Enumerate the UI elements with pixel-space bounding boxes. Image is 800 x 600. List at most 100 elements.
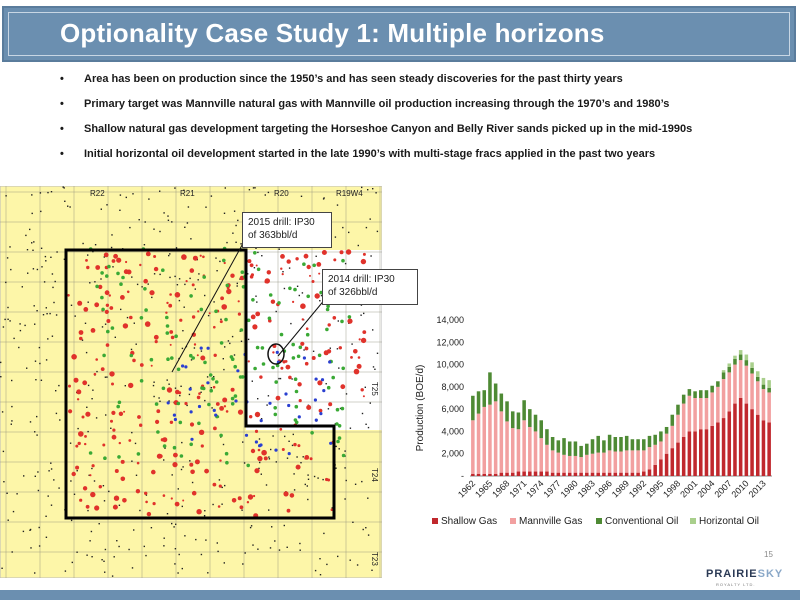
bar-segment: [727, 363, 732, 367]
bar-segment: [482, 390, 487, 407]
bar-segment: [567, 455, 572, 473]
production-chart: -2,000 4,000 6,000 8,000 10,000 12,000 14,000 …: [400, 300, 796, 540]
bar-segment: [516, 471, 521, 476]
bar-segment: [733, 355, 737, 359]
x-tick-label: 1971: [507, 478, 528, 499]
legend-swatch: [596, 518, 602, 524]
x-tick-label: 1962: [456, 478, 477, 499]
x-axis: 1962196519681971197419771980198319861989…: [456, 478, 768, 499]
bar-segment: [659, 431, 663, 442]
bar-segment: [687, 395, 692, 432]
x-tick-label: 1980: [559, 478, 580, 499]
bar-segment: [636, 450, 640, 473]
bar-segment: [624, 450, 629, 473]
legend-label: Horizontal Oil: [699, 516, 759, 527]
title-bar: Optionality Case Study 1: Multiple horiz…: [0, 0, 800, 68]
bar-segment: [590, 472, 595, 476]
bar-segment: [522, 400, 526, 421]
bar-segment: [767, 387, 771, 393]
bar-segment: [590, 439, 595, 454]
bar-segment: [659, 441, 663, 460]
bar-segment: [567, 472, 572, 476]
bar-segment: [693, 398, 697, 432]
callout-line: 2014 drill: IP30: [328, 274, 395, 285]
bar-segment: [704, 429, 709, 476]
bar-segment: [550, 472, 555, 476]
bar-segment: [744, 403, 749, 476]
bar-segment: [642, 439, 646, 451]
bar-segment: [488, 473, 492, 476]
township-label: T23: [370, 552, 379, 566]
bar-segment: [647, 469, 652, 476]
bar-segment: [681, 394, 686, 404]
bar-segment: [721, 370, 726, 373]
bar-segment: [664, 453, 669, 476]
chart-legend: Shallow Gas Mannville Gas Conventional Oil…: [432, 516, 759, 527]
bar-segment: [727, 366, 732, 373]
x-tick-label: 2001: [678, 478, 699, 499]
bar-segment: [539, 438, 543, 472]
bar-segment: [585, 454, 589, 473]
bar-segment: [647, 447, 652, 470]
bar-segment: [493, 473, 498, 476]
bar-segment: [624, 472, 629, 476]
bar-segment: [721, 379, 726, 419]
bar-segment: [528, 471, 532, 476]
bullet-item: Shallow natural gas development targetin…: [58, 122, 748, 136]
range-label: R19W4: [336, 189, 363, 198]
bar-segment: [510, 472, 515, 476]
bar-segment: [653, 434, 657, 445]
bar-segment: [755, 376, 760, 382]
bar-segment: [659, 459, 663, 476]
bar-segment: [744, 360, 749, 366]
bar-segment: [693, 431, 697, 476]
bar-segment: [471, 420, 475, 474]
bar-segment: [653, 464, 657, 476]
bar-segment: [767, 422, 771, 476]
bar-segment: [750, 373, 754, 410]
bar-segment: [630, 472, 635, 476]
x-tick-label: 1968: [490, 478, 511, 499]
bar-segment: [664, 426, 669, 434]
bar-segment: [567, 441, 572, 456]
well-highlight-ring: [267, 343, 285, 365]
x-tick-label: 2010: [730, 478, 751, 499]
bar-segment: [699, 390, 703, 398]
x-tick-label: 1977: [541, 478, 562, 499]
bar-segment: [676, 442, 680, 476]
bar-segment: [545, 444, 549, 472]
bar-segment: [710, 392, 714, 426]
bar-segment: [482, 473, 487, 476]
bar-segment: [704, 390, 709, 398]
footer-bar: [0, 590, 800, 600]
range-label: R20: [274, 189, 289, 198]
x-tick-label: 1992: [627, 478, 648, 499]
bar-segment: [482, 406, 487, 474]
township-label: T24: [370, 468, 379, 482]
bar-segment: [676, 404, 680, 415]
legend-swatch: [690, 518, 696, 524]
bar-segment: [488, 404, 492, 474]
bar-segment: [755, 414, 760, 476]
logo-part2: SKY: [757, 568, 784, 580]
bar-segment: [596, 435, 600, 453]
bar-segment: [733, 359, 737, 365]
bar-segment: [619, 437, 623, 452]
bar-segment: [533, 431, 538, 472]
bar-segment: [738, 398, 743, 476]
bar-segment: [664, 433, 669, 454]
bar-segment: [602, 472, 606, 476]
y-tick-label: -: [461, 471, 464, 481]
callout-leader-line: [277, 297, 327, 357]
bar-segment: [505, 401, 509, 422]
bar-segment: [476, 473, 481, 476]
bar-segment: [750, 362, 754, 368]
bar-segment: [550, 437, 555, 451]
bar-segment: [670, 425, 675, 449]
bar-segment: [562, 454, 566, 473]
bar-segment: [761, 420, 766, 476]
bar-segment: [619, 451, 623, 473]
bar-segment: [693, 391, 697, 398]
bar-segment: [602, 440, 606, 453]
range-label: R22: [90, 189, 105, 198]
